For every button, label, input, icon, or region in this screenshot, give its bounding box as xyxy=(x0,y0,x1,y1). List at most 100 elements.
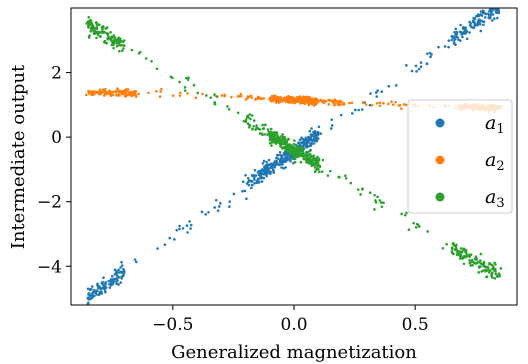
data-point xyxy=(94,21,98,24)
data-point xyxy=(316,155,319,159)
data-point xyxy=(284,99,287,103)
data-point xyxy=(321,100,325,104)
data-point xyxy=(344,177,348,180)
data-point xyxy=(260,180,264,183)
data-point xyxy=(244,173,247,177)
data-point xyxy=(112,43,115,47)
data-point xyxy=(437,45,440,49)
data-point xyxy=(95,27,99,31)
data-point xyxy=(310,158,313,161)
data-point xyxy=(99,92,103,96)
data-point xyxy=(380,201,383,204)
data-point xyxy=(312,142,316,145)
data-point xyxy=(315,101,319,104)
data-point xyxy=(267,158,271,162)
data-point xyxy=(272,170,275,174)
data-point xyxy=(102,285,106,288)
data-point xyxy=(108,37,112,41)
data-point xyxy=(313,163,317,167)
data-point xyxy=(92,289,96,292)
data-point xyxy=(119,43,123,47)
data-point xyxy=(281,147,284,150)
data-point xyxy=(262,176,266,180)
data-point xyxy=(259,173,263,177)
data-point xyxy=(464,249,468,253)
data-point xyxy=(253,181,256,185)
data-point xyxy=(459,23,462,27)
data-point xyxy=(155,67,159,71)
data-point xyxy=(479,265,482,269)
data-point xyxy=(273,131,276,134)
data-point xyxy=(479,10,483,13)
data-point xyxy=(308,129,312,133)
data-point xyxy=(228,200,231,203)
data-point xyxy=(294,148,298,152)
data-point xyxy=(97,31,100,35)
data-point xyxy=(301,101,305,105)
data-point xyxy=(457,38,460,41)
data-point xyxy=(99,287,102,291)
data-point xyxy=(326,174,330,177)
data-point xyxy=(155,89,158,93)
data-point xyxy=(309,144,312,148)
data-point xyxy=(357,108,360,112)
data-point xyxy=(253,175,256,178)
data-point xyxy=(263,133,266,136)
data-point xyxy=(227,108,231,111)
data-point xyxy=(87,89,90,93)
data-point xyxy=(314,169,318,172)
data-point xyxy=(159,90,162,93)
data-point xyxy=(353,108,357,112)
data-point xyxy=(89,20,93,23)
data-point xyxy=(283,157,287,160)
data-point xyxy=(220,94,224,97)
data-point xyxy=(361,101,365,104)
data-point xyxy=(273,141,276,144)
data-point xyxy=(213,93,216,96)
data-point xyxy=(485,275,488,279)
legend-marker-a3 xyxy=(435,192,445,202)
data-point xyxy=(175,228,178,232)
data-point xyxy=(168,236,172,240)
data-point xyxy=(194,96,198,100)
data-point xyxy=(183,89,187,92)
data-point xyxy=(499,267,503,270)
data-point xyxy=(86,20,90,23)
data-point xyxy=(380,90,384,94)
data-point xyxy=(132,93,135,97)
data-point xyxy=(301,149,304,153)
data-point xyxy=(314,158,318,162)
data-point xyxy=(277,99,281,103)
data-point xyxy=(86,287,90,291)
data-point xyxy=(110,274,114,278)
data-point xyxy=(273,160,277,163)
data-point xyxy=(373,208,376,211)
data-point xyxy=(329,127,333,130)
data-point xyxy=(230,95,233,99)
data-point xyxy=(282,167,286,170)
data-point xyxy=(390,100,393,103)
data-point xyxy=(130,48,134,52)
data-point xyxy=(93,90,96,94)
data-point xyxy=(482,264,486,268)
data-point xyxy=(173,238,176,241)
data-point xyxy=(282,140,286,144)
data-point xyxy=(477,271,481,274)
data-point xyxy=(493,17,496,20)
data-point xyxy=(112,46,115,50)
data-point xyxy=(107,279,110,283)
data-point xyxy=(469,264,472,267)
data-point xyxy=(281,99,284,103)
data-point xyxy=(368,191,372,194)
data-point xyxy=(375,101,379,105)
data-point xyxy=(414,64,418,68)
data-point xyxy=(373,193,376,197)
data-point xyxy=(337,175,340,179)
data-point xyxy=(116,37,120,41)
data-point xyxy=(479,259,482,263)
data-point xyxy=(314,98,317,101)
data-point xyxy=(275,160,279,163)
data-point xyxy=(101,28,104,31)
data-point xyxy=(270,144,273,147)
data-point xyxy=(443,45,447,48)
